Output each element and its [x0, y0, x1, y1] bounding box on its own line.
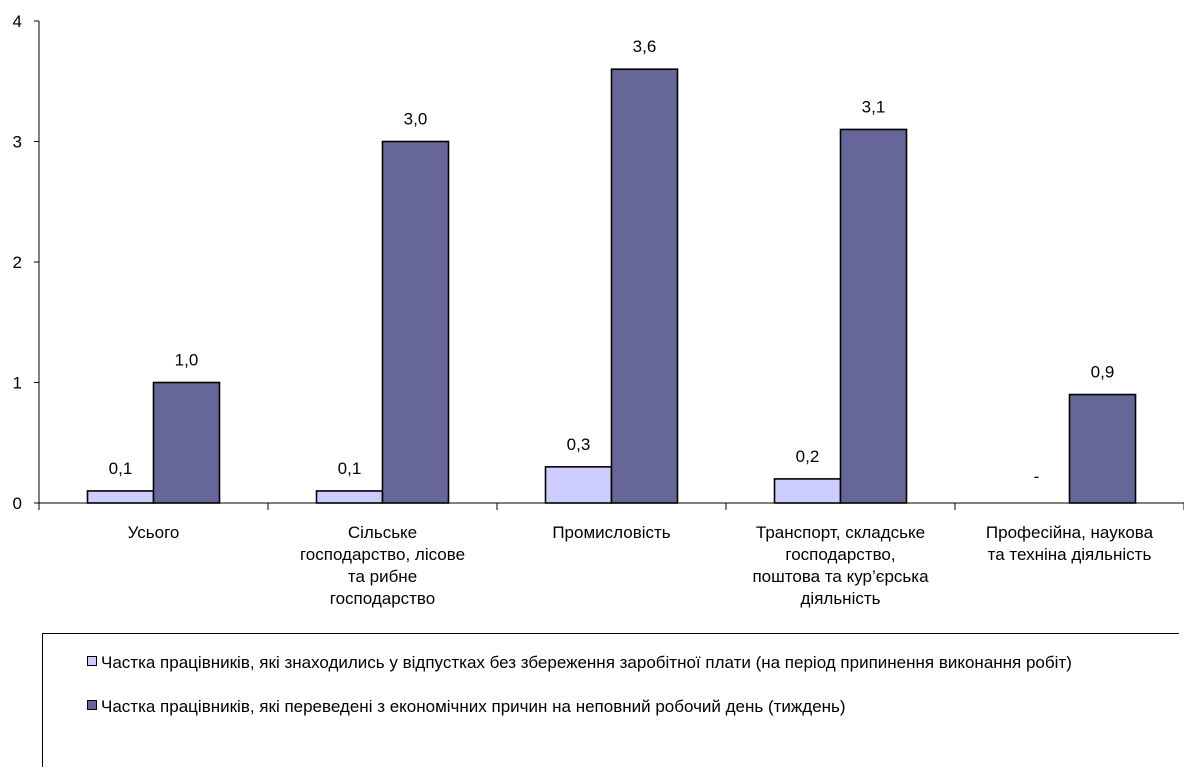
- data-label: 0,1: [109, 459, 133, 478]
- data-label: 0,1: [338, 459, 362, 478]
- y-tick-label: 1: [13, 374, 22, 393]
- data-label: 3,0: [404, 110, 428, 129]
- legend-item-series-2: Частка працівників, які переведені з еко…: [87, 695, 1167, 718]
- data-label: 0,3: [567, 435, 591, 454]
- bar-series-1: [86, 490, 155, 504]
- data-label: 3,1: [862, 97, 886, 116]
- bar-series-2: [1068, 393, 1137, 504]
- bar-chart: 0,1 1,0 0,1 3,0 0,3 3,6 0,2 3,1 - 0,9 0 1 2 3 4 Усьог…: [13, 12, 1184, 608]
- x-category-label: Транспорт, складське господарство, поштова…: [752, 523, 929, 608]
- bar-series-2: [839, 128, 908, 504]
- x-category-label: Промисловість: [552, 523, 670, 542]
- data-label: -: [1034, 467, 1040, 486]
- x-axis-category-labels: Усього Сільське господарство, лісове та риб…: [128, 523, 1154, 608]
- legend-item-series-1: Частка працівників, які знаходились у ві…: [87, 651, 1167, 674]
- bar-series-1: [773, 478, 842, 504]
- data-label: 1,0: [175, 351, 199, 370]
- data-label: 3,6: [633, 37, 657, 56]
- data-label: 0,9: [1091, 363, 1115, 382]
- bar-series-1: [315, 490, 384, 504]
- bar-series-2: [610, 68, 679, 504]
- y-axis-tick-labels: 0 1 2 3 4: [13, 12, 22, 513]
- chart-legend: Частка працівників, які знаходились у ві…: [42, 633, 1179, 767]
- x-category-label: Професійна, наукова та техніна діяльність: [986, 523, 1154, 564]
- y-tick-label: 2: [13, 253, 22, 272]
- legend-swatch-series-1: [87, 656, 97, 666]
- legend-label-series-2: Частка працівників, які переведені з еко…: [101, 697, 846, 716]
- y-tick-label: 3: [13, 133, 22, 152]
- x-category-label: Усього: [128, 523, 180, 542]
- bar-series-2: [152, 381, 221, 504]
- legend-swatch-series-2: [87, 700, 97, 710]
- legend-label-series-1: Частка працівників, які знаходились у ві…: [101, 653, 1072, 672]
- x-category-label: Сільське господарство, лісове та рибне госп…: [300, 523, 465, 608]
- data-label: 0,2: [796, 447, 820, 466]
- bar-series-2: [381, 140, 450, 504]
- chart-bars: [86, 68, 1137, 504]
- y-tick-label: 0: [13, 494, 22, 513]
- data-labels: 0,1 1,0 0,1 3,0 0,3 3,6 0,2 3,1 - 0,9: [109, 37, 1115, 486]
- y-tick-label: 4: [13, 12, 22, 31]
- bar-series-1: [544, 466, 613, 504]
